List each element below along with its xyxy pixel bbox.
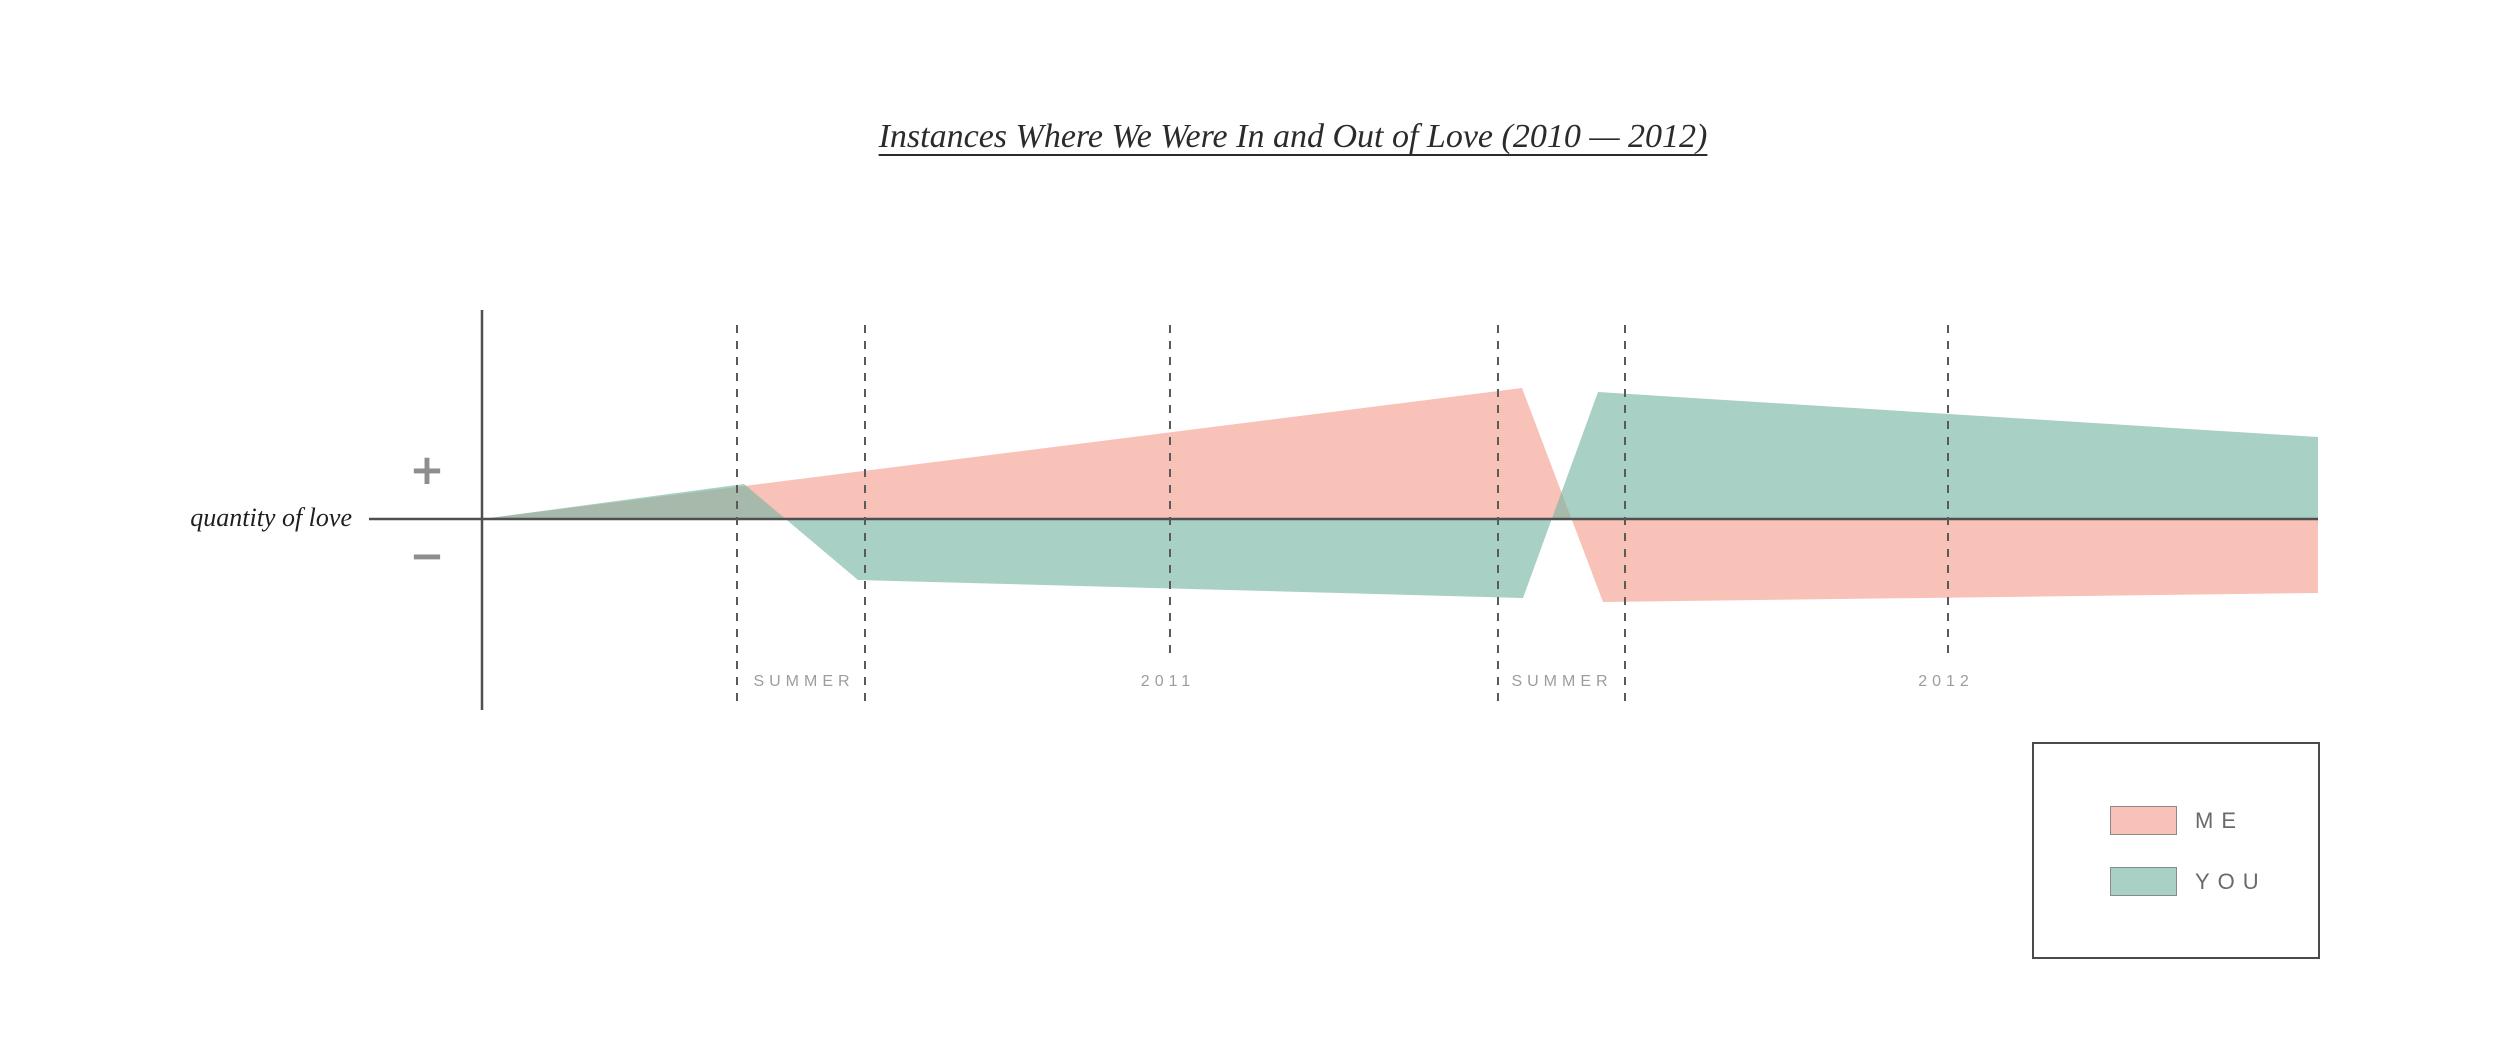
x-tick-label: SUMMER [1511, 673, 1613, 690]
legend: ME YOU [2032, 742, 2320, 959]
legend-item-me: ME [2110, 806, 2244, 835]
legend-label-me: ME [2195, 807, 2244, 833]
x-tick-label: 2012 [1918, 673, 1974, 690]
legend-label-you: YOU [2195, 868, 2267, 894]
legend-swatch-me [2110, 806, 2177, 835]
y-axis-label: quantity of love [190, 503, 352, 532]
chart-title: Instances Where We Were In and Out of Lo… [878, 118, 1708, 155]
legend-swatch-you [2110, 867, 2177, 896]
legend-item-you: YOU [2110, 867, 2267, 896]
you-area-series [482, 392, 2318, 598]
me-area-series [482, 388, 2318, 602]
y-axis-plus-mark: + [409, 445, 445, 494]
y-axis-minus-mark: − [409, 531, 445, 580]
x-tick-label: SUMMER [753, 673, 855, 690]
x-tick-label: 2011 [1140, 673, 1196, 690]
